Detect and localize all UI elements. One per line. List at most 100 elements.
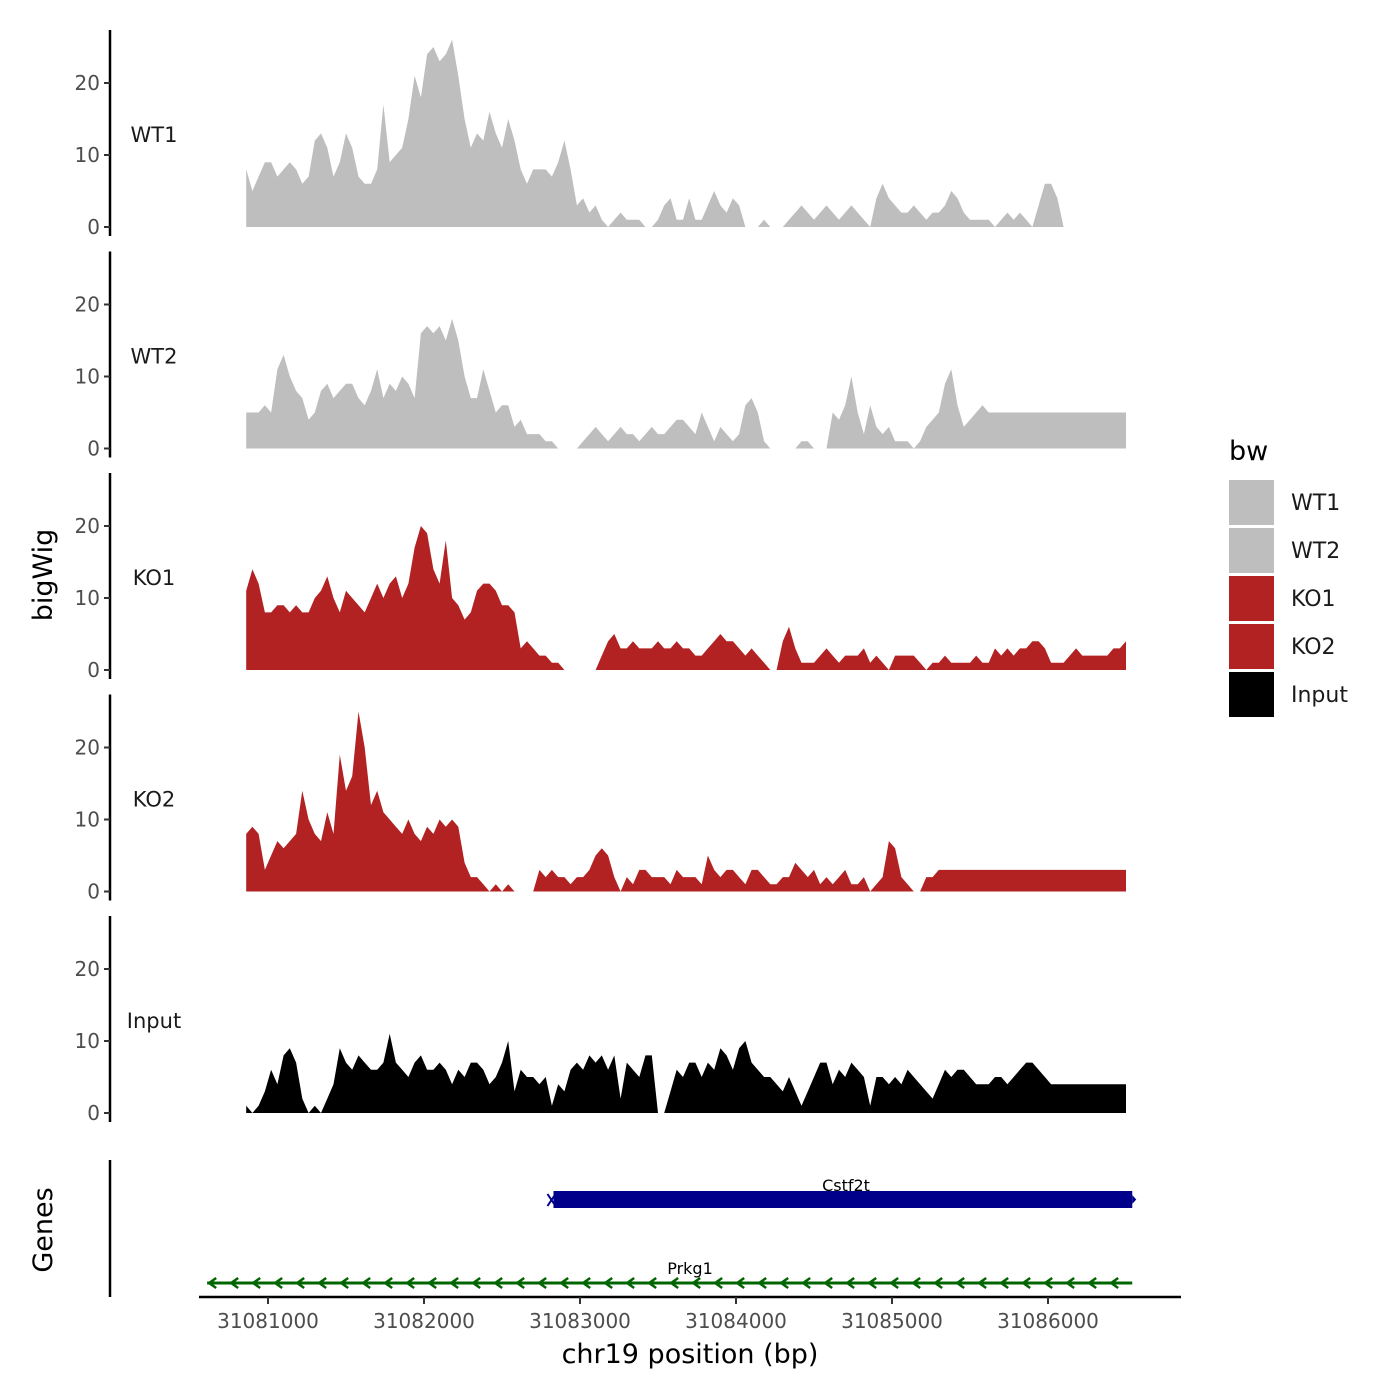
y-tick-label: 20	[75, 293, 100, 317]
y-tick-label: 0	[87, 1101, 100, 1125]
track-panel-ko1: 0 10 20 KO1	[75, 473, 1126, 682]
y-axis-title: bigWig	[28, 529, 59, 622]
strand-arrow	[361, 1276, 371, 1290]
y-tick-label: 10	[75, 143, 100, 167]
strand-arrow	[889, 1276, 899, 1290]
track-panel-wt2: 0 10 20 WT2	[75, 251, 1126, 461]
track-panel-wt1: 0 10 20 WT1	[75, 30, 1064, 239]
strand-arrow	[647, 1276, 657, 1290]
track-label-ko2: KO2	[133, 788, 176, 812]
coverage-area-wt2	[246, 318, 1126, 449]
gene-body	[553, 1191, 1133, 1208]
y-tick-label: 20	[75, 957, 100, 981]
strand-arrow	[603, 1276, 613, 1290]
x-tick-label: 31084000	[685, 1309, 787, 1333]
strand-arrow	[625, 1276, 635, 1290]
legend-key-wt2	[1229, 528, 1274, 573]
y-tick-label: 10	[75, 586, 100, 610]
x-axis-title: chr19 position (bp)	[562, 1339, 819, 1370]
legend-label-ko1: KO1	[1291, 587, 1336, 612]
strand-arrow	[581, 1276, 591, 1290]
strand-arrow	[427, 1276, 437, 1290]
genes-axis-title: Genes	[28, 1187, 59, 1272]
gene-end-marker	[1132, 1195, 1137, 1204]
strand-arrow	[845, 1276, 855, 1290]
coverage-area-ko2	[246, 711, 1126, 892]
legend: bw WT1 WT2 KO1 KO2 Input	[1229, 436, 1348, 717]
strand-arrow	[867, 1276, 877, 1290]
strand-arrow	[713, 1276, 723, 1290]
y-tick-label: 0	[87, 658, 100, 682]
track-panel-ko2: 0 10 20 KO2	[75, 694, 1126, 904]
gene-cstf2t: Cstf2t	[546, 1176, 1137, 1208]
legend-label-ko2: KO2	[1291, 635, 1336, 660]
gene-track: Cstf2t Prkg1	[108, 1160, 1137, 1297]
gene-label-cstf2t: Cstf2t	[822, 1176, 870, 1195]
y-tick-label: 20	[75, 514, 100, 538]
track-label-ko1: KO1	[133, 566, 176, 590]
strand-arrow	[207, 1276, 217, 1290]
strand-arrow	[911, 1276, 921, 1290]
track-panel-input: 0 10 20 Input	[75, 916, 1126, 1125]
y-tick-label: 10	[75, 365, 100, 389]
y-tick-label: 20	[75, 71, 100, 95]
strand-arrow	[801, 1276, 811, 1290]
strand-arrow	[757, 1276, 767, 1290]
strand-arrow	[295, 1276, 305, 1290]
track-label-wt1: WT1	[131, 123, 178, 147]
coverage-area-wt1	[246, 39, 1064, 227]
strand-arrow	[493, 1276, 503, 1290]
strand-arrow	[449, 1276, 459, 1290]
x-tick-label: 31086000	[997, 1309, 1099, 1333]
strand-arrow	[383, 1276, 393, 1290]
legend-label-wt1: WT1	[1291, 491, 1340, 516]
legend-key-input	[1229, 672, 1274, 717]
strand-arrow	[317, 1276, 327, 1290]
coverage-tracks: 0 10 20 WT1 0 10 20 WT2 0 10 20 KO1 0 10 20 KO2 0 10 20 Inp…	[75, 30, 1126, 1125]
strand-arrow	[1043, 1276, 1053, 1290]
coverage-area-input	[246, 1033, 1126, 1113]
strand-arrow	[537, 1276, 547, 1290]
strand-arrow	[669, 1276, 679, 1290]
x-tick-label: 31085000	[841, 1309, 943, 1333]
strand-arrow	[999, 1276, 1009, 1290]
strand-arrow	[559, 1276, 569, 1290]
strand-arrow	[779, 1276, 789, 1290]
legend-key-wt1	[1229, 480, 1274, 525]
y-tick-label: 0	[87, 880, 100, 904]
strand-arrow	[1065, 1276, 1075, 1290]
gene-prkg1: Prkg1	[207, 1259, 1133, 1290]
legend-title: bw	[1229, 436, 1268, 467]
y-tick-label: 10	[75, 1029, 100, 1053]
legend-label-input: Input	[1291, 683, 1348, 708]
legend-label-wt2: WT2	[1291, 539, 1340, 564]
strand-arrow	[823, 1276, 833, 1290]
coverage-area-ko1	[246, 526, 1126, 670]
strand-arrow	[251, 1276, 261, 1290]
strand-arrow	[977, 1276, 987, 1290]
gene-start-marker	[546, 1193, 557, 1207]
strand-arrow	[691, 1276, 701, 1290]
strand-arrow	[1087, 1276, 1097, 1290]
strand-arrow	[339, 1276, 349, 1290]
y-tick-label: 0	[87, 215, 100, 239]
strand-arrow	[955, 1276, 965, 1290]
strand-arrow	[471, 1276, 481, 1290]
strand-arrow	[273, 1276, 283, 1290]
x-axis: 31081000 31082000 31083000 31084000 31085000…	[199, 1295, 1181, 1333]
strand-arrow	[1021, 1276, 1031, 1290]
x-tick-label: 31081000	[217, 1309, 319, 1333]
gene-label-prkg1: Prkg1	[667, 1259, 713, 1278]
track-label-input: Input	[127, 1009, 181, 1033]
track-label-wt2: WT2	[131, 345, 178, 369]
strand-arrow	[515, 1276, 525, 1290]
y-tick-label: 20	[75, 736, 100, 760]
legend-key-ko1	[1229, 576, 1274, 621]
strand-arrow	[1109, 1276, 1119, 1290]
strand-arrow	[405, 1276, 415, 1290]
strand-arrow	[735, 1276, 745, 1290]
y-tick-label: 10	[75, 808, 100, 832]
x-tick-label: 31082000	[373, 1309, 475, 1333]
